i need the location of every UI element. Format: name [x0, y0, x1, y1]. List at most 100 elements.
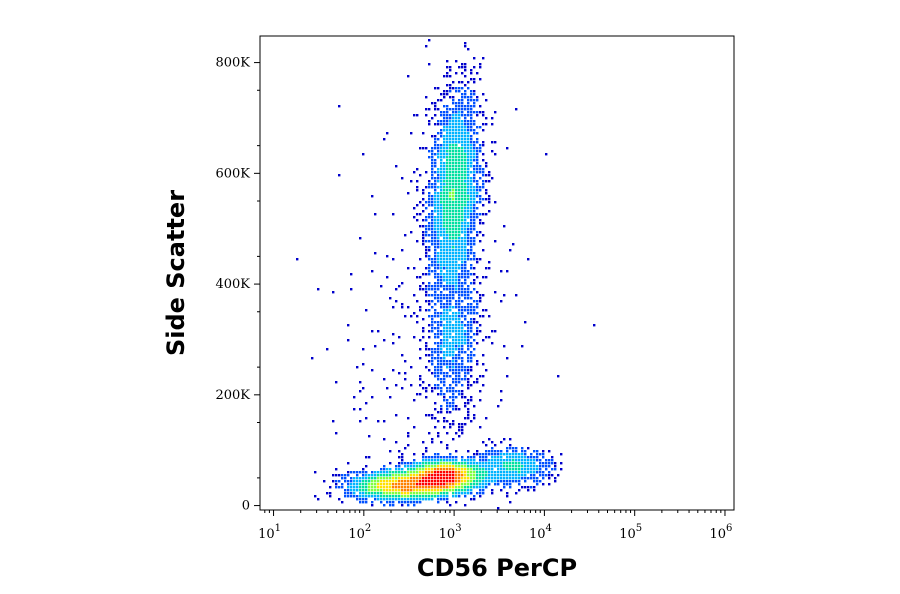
data-point: [476, 306, 479, 309]
data-point: [392, 369, 395, 372]
data-point: [383, 138, 386, 141]
data-point: [503, 483, 506, 486]
data-point: [536, 450, 539, 453]
data-point: [428, 264, 431, 267]
data-point: [455, 345, 458, 348]
data-point: [383, 465, 386, 468]
data-point: [401, 480, 404, 483]
data-point: [482, 234, 485, 237]
data-point: [485, 198, 488, 201]
data-point: [425, 225, 428, 228]
data-point: [413, 312, 416, 315]
data-point: [524, 321, 527, 324]
data-point: [470, 123, 473, 126]
data-point: [431, 258, 434, 261]
data-point: [461, 282, 464, 285]
data-point: [458, 156, 461, 159]
data-point: [461, 96, 464, 99]
data-point: [434, 294, 437, 297]
data-point: [473, 453, 476, 456]
data-point: [401, 483, 404, 486]
data-point: [461, 429, 464, 432]
data-point: [416, 321, 419, 324]
data-point: [482, 354, 485, 357]
data-point: [464, 216, 467, 219]
data-point: [437, 477, 440, 480]
data-point: [422, 225, 425, 228]
data-point: [479, 315, 482, 318]
data-point: [473, 300, 476, 303]
data-point: [446, 318, 449, 321]
data-point: [479, 150, 482, 153]
data-point: [461, 321, 464, 324]
data-point: [416, 213, 419, 216]
data-point: [497, 507, 500, 510]
data-point: [533, 471, 536, 474]
data-point: [464, 213, 467, 216]
data-point: [431, 357, 434, 360]
data-point: [428, 294, 431, 297]
data-point: [440, 393, 443, 396]
data-point: [431, 363, 434, 366]
data-point: [437, 219, 440, 222]
data-point: [419, 501, 422, 504]
data-point: [533, 465, 536, 468]
data-point: [464, 459, 467, 462]
data-point: [470, 309, 473, 312]
data-point: [482, 153, 485, 156]
data-point: [440, 210, 443, 213]
data-point: [476, 333, 479, 336]
data-point: [437, 456, 440, 459]
data-point: [494, 141, 497, 144]
data-point: [446, 261, 449, 264]
data-point: [500, 465, 503, 468]
data-point: [422, 219, 425, 222]
data-point: [380, 501, 383, 504]
data-point: [365, 495, 368, 498]
data-point: [467, 120, 470, 123]
data-point: [449, 252, 452, 255]
data-point: [494, 459, 497, 462]
data-point: [446, 255, 449, 258]
data-point: [413, 486, 416, 489]
data-point: [455, 147, 458, 150]
data-point: [464, 252, 467, 255]
data-point: [425, 114, 428, 117]
data-point: [518, 459, 521, 462]
data-point: [521, 471, 524, 474]
data-point: [455, 246, 458, 249]
data-point: [443, 483, 446, 486]
data-point: [362, 480, 365, 483]
data-point: [338, 105, 341, 108]
data-point: [464, 402, 467, 405]
data-point: [458, 147, 461, 150]
data-point: [452, 372, 455, 375]
data-point: [434, 477, 437, 480]
data-point: [398, 450, 401, 453]
data-point: [413, 399, 416, 402]
data-point: [470, 207, 473, 210]
data-point: [473, 279, 476, 282]
data-point: [446, 228, 449, 231]
data-point: [479, 459, 482, 462]
data-point: [404, 492, 407, 495]
data-point: [500, 450, 503, 453]
data-point: [443, 285, 446, 288]
data-point: [431, 117, 434, 120]
data-point: [440, 183, 443, 186]
data-point: [446, 474, 449, 477]
data-point: [449, 165, 452, 168]
data-point: [428, 495, 431, 498]
data-point: [491, 441, 494, 444]
data-point: [428, 108, 431, 111]
data-point: [446, 150, 449, 153]
data-point: [419, 483, 422, 486]
data-point: [446, 189, 449, 192]
data-point: [437, 144, 440, 147]
data-point: [470, 144, 473, 147]
data-point: [464, 474, 467, 477]
data-point: [440, 489, 443, 492]
data-point: [455, 72, 458, 75]
data-point: [500, 459, 503, 462]
data-point: [443, 105, 446, 108]
